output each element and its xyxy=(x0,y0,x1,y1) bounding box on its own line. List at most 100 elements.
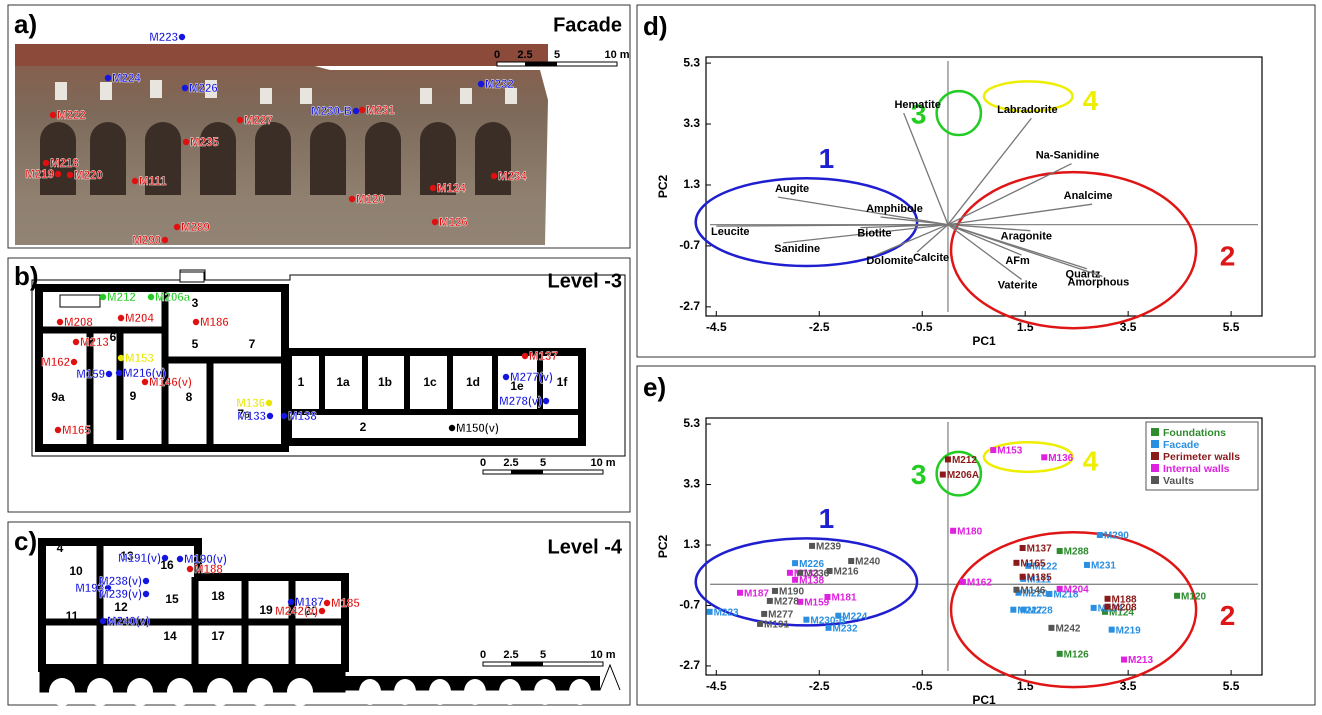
sample-label: M126 xyxy=(439,217,468,229)
point xyxy=(761,611,767,617)
loading-label: Sanidine xyxy=(774,243,820,255)
point xyxy=(809,543,815,549)
y-tick-label: 1.3 xyxy=(683,177,700,191)
point xyxy=(792,560,798,566)
panel-title: Facade xyxy=(553,14,622,36)
scale-label: 0 xyxy=(494,49,500,61)
loading-label: Labradorite xyxy=(997,104,1058,116)
sample-point xyxy=(288,599,294,605)
point xyxy=(1057,548,1063,554)
point xyxy=(1091,605,1097,611)
sample-label: M235 xyxy=(190,137,219,149)
sample-label: M138 xyxy=(288,411,317,423)
sample-label: M234 xyxy=(498,171,527,183)
sample-label: M218 xyxy=(50,158,79,170)
y-tick-label: 1.3 xyxy=(683,537,700,551)
sample-point xyxy=(55,171,61,177)
point xyxy=(826,625,832,631)
y-tick-label: -2.7 xyxy=(679,299,700,313)
sample-point xyxy=(183,139,189,145)
sample-label: M212 xyxy=(107,292,136,304)
point-label: M137 xyxy=(1027,544,1052,555)
point xyxy=(792,577,798,583)
point xyxy=(1057,651,1063,657)
room-label: 7 xyxy=(249,337,256,351)
sample-point xyxy=(432,219,438,225)
sample-label: M223 xyxy=(149,32,178,44)
point xyxy=(945,456,951,462)
sample-point xyxy=(177,556,183,562)
sample-point xyxy=(116,370,122,376)
x-tick-label: -0.5 xyxy=(912,320,933,334)
sample-point xyxy=(319,608,325,614)
sample-label: M277(v) xyxy=(510,372,553,384)
loading-label: Vaterite xyxy=(998,279,1038,291)
point-label: M219 xyxy=(1116,625,1141,636)
loading-label: Analcime xyxy=(1064,190,1113,202)
legend-swatch xyxy=(1151,464,1159,472)
sample-point xyxy=(148,294,154,300)
room-label: 3 xyxy=(192,296,199,310)
point xyxy=(1057,586,1063,592)
sample-label: M120 xyxy=(356,194,385,206)
sample-point xyxy=(179,34,185,40)
sample-point xyxy=(182,85,188,91)
point-label: M290 xyxy=(1104,531,1129,542)
y-tick-label: 5.3 xyxy=(683,55,700,69)
legend-label: Foundations xyxy=(1163,427,1226,439)
loading-label: Augite xyxy=(775,183,809,195)
point-label: M213 xyxy=(1128,655,1153,666)
loading-label: Leucite xyxy=(711,226,750,238)
sample-point xyxy=(100,618,106,624)
point-label: M126 xyxy=(1064,649,1089,660)
x-tick-label: 5.5 xyxy=(1223,679,1240,693)
scale-bar-fill xyxy=(525,62,557,66)
sample-point xyxy=(174,224,180,230)
point-label: M232 xyxy=(833,623,858,634)
x-tick-label: -2.5 xyxy=(809,679,830,693)
sample-label: M136 xyxy=(236,398,265,410)
sample-point xyxy=(503,374,509,380)
figure: a)Facade02.5510 mM223M224M226M230-BM232M… xyxy=(0,0,1322,710)
x-axis-label: PC1 xyxy=(972,693,996,707)
sample-label: M222 xyxy=(57,110,86,122)
sample-label: M165 xyxy=(62,425,91,437)
sample-label: M133 xyxy=(237,411,266,423)
room-label: 1f xyxy=(557,375,569,389)
sample-point xyxy=(105,75,111,81)
sample-label: M231 xyxy=(366,105,395,117)
sample-label: M150(v) xyxy=(456,423,499,435)
room-label: 4 xyxy=(57,541,64,555)
point-label: M146 xyxy=(1020,585,1045,596)
point xyxy=(827,568,833,574)
y-tick-label: 5.3 xyxy=(683,416,700,430)
scale-label: 2.5 xyxy=(503,649,518,661)
room-label: 1a xyxy=(336,375,350,389)
x-tick-label: 5.5 xyxy=(1223,320,1240,334)
sample-label: M289 xyxy=(181,222,210,234)
sample-point xyxy=(162,237,168,243)
group-label: 3 xyxy=(911,459,927,490)
sample-point xyxy=(266,400,272,406)
sample-point xyxy=(359,107,365,113)
sample-point xyxy=(522,353,528,359)
room-label: 9 xyxy=(130,389,137,403)
x-tick-label: -2.5 xyxy=(809,320,830,334)
point xyxy=(1013,560,1019,566)
point-label: M228 xyxy=(1028,605,1053,616)
sample-label: M239(v) xyxy=(99,589,142,601)
point-label: M153 xyxy=(997,446,1022,457)
y-tick-label: 3.3 xyxy=(683,116,700,130)
point xyxy=(1020,574,1026,580)
loading-label: Hematite xyxy=(894,99,940,111)
point-label: M242 xyxy=(1055,623,1080,634)
sample-label: M224 xyxy=(112,73,141,85)
point xyxy=(1048,625,1054,631)
sample-point xyxy=(71,359,77,365)
panel-letter: b) xyxy=(14,261,39,291)
sample-label: M162 xyxy=(41,357,70,369)
point xyxy=(960,579,966,585)
point-label: M120 xyxy=(1181,591,1206,602)
group-label: 2 xyxy=(1220,600,1236,631)
room-label: 10 xyxy=(69,564,83,578)
